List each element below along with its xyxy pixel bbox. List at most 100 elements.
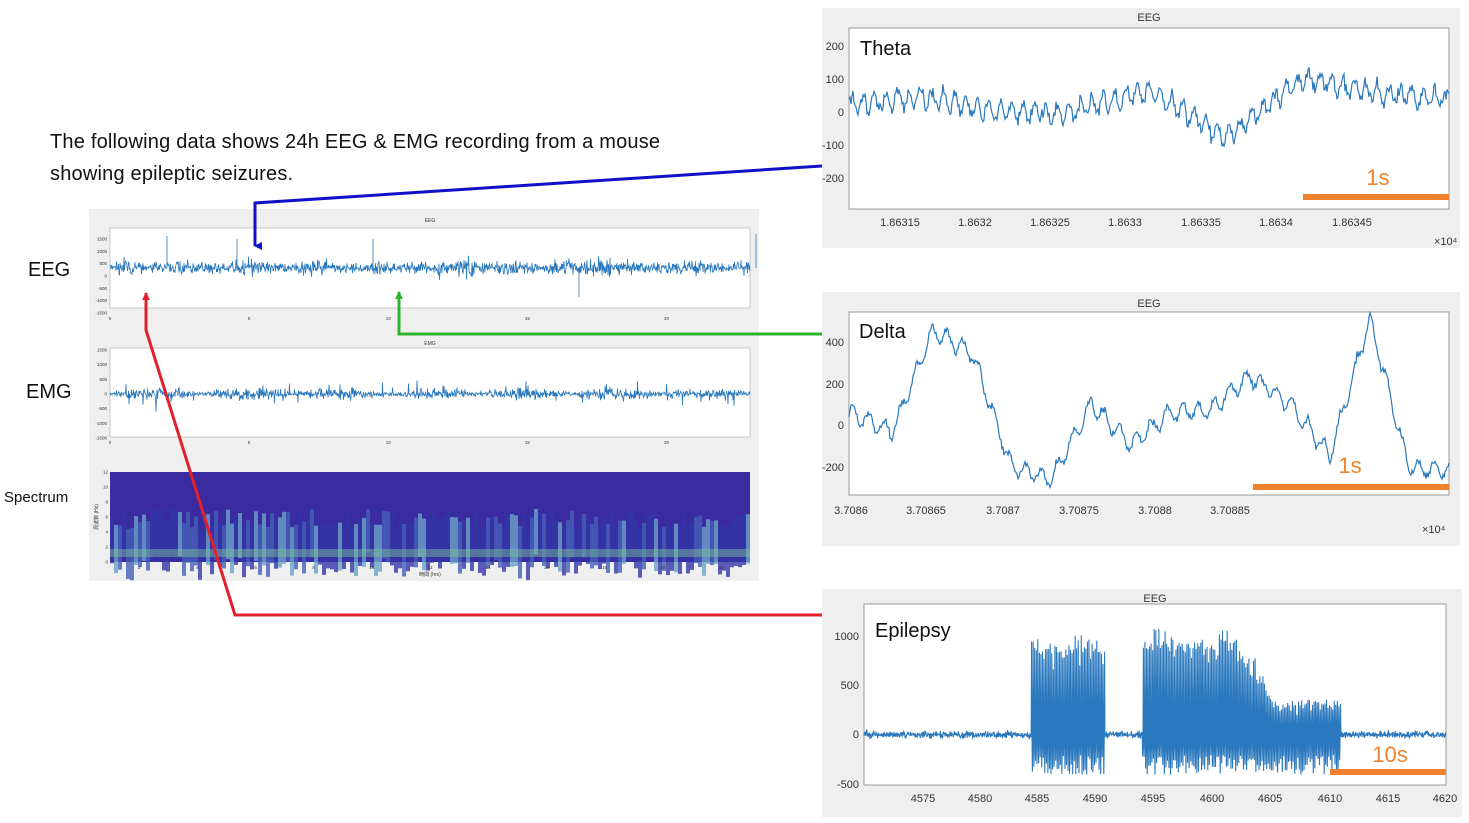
spectrogram-band — [410, 523, 414, 567]
overview-eeg-y-tick-5: -1000 — [95, 298, 107, 303]
epilepsy-y-tick-2: 0 — [853, 729, 859, 741]
spectrogram-band — [342, 523, 346, 570]
epilepsy-x-tick-5: 4600 — [1200, 793, 1224, 805]
spectrogram-y-tick-3: 6 — [105, 515, 108, 520]
spectrogram-band — [534, 509, 538, 555]
spectrogram-band — [510, 514, 514, 567]
spectrogram-band — [546, 523, 550, 569]
spectrogram-band — [190, 527, 194, 572]
spectrogram-band — [594, 516, 598, 566]
spectrogram-band — [586, 519, 590, 564]
theta-x-tick-5: 1.8634 — [1259, 217, 1293, 229]
epilepsy-y-tick-0: 1000 — [835, 631, 859, 643]
spectrogram-band — [294, 524, 298, 570]
overview-eeg-x-tick-3: 15 — [525, 316, 531, 321]
spectrogram-band — [730, 522, 734, 568]
theta-scale-label: 1s — [1366, 165, 1389, 190]
delta-scale-label: 1s — [1338, 453, 1361, 478]
spectrogram-band — [218, 521, 222, 567]
spectrogram-band — [734, 515, 738, 566]
spectrogram-band — [438, 519, 442, 569]
spectrogram-band — [678, 523, 682, 574]
theta-y-tick-1: 100 — [826, 74, 844, 86]
delta-trace — [848, 310, 1450, 490]
spectrogram-band — [114, 524, 118, 574]
spectrogram-band — [354, 524, 358, 576]
intro-text: The following data shows 24h EEG & EMG r… — [50, 126, 770, 190]
spectrogram-band — [350, 525, 354, 573]
spectrogram-band — [550, 509, 554, 558]
overview-eeg-x-tick-4: 20 — [664, 316, 670, 321]
theta-x-exponent: ×10⁴ — [1434, 236, 1458, 248]
spectrogram-band — [622, 520, 626, 564]
overview-eeg-y-tick-6: -1500 — [95, 311, 107, 316]
spectrogram-band — [578, 519, 582, 566]
delta-scale-bar — [1253, 484, 1449, 490]
spectrogram-band — [322, 524, 326, 575]
spectrogram-band — [370, 522, 374, 568]
spectrogram-band — [138, 522, 142, 568]
epilepsy-x-tick-3: 4590 — [1083, 793, 1107, 805]
spectrogram-band — [150, 510, 154, 561]
delta-y-tick-0: 400 — [826, 337, 844, 349]
spectrogram-band — [670, 526, 674, 571]
epilepsy-x-tick-2: 4585 — [1025, 793, 1049, 805]
spectrogram-x-tick-1: 4 — [196, 565, 199, 570]
overview-emg-y-ticks: 1500 1000 500 0 -500 -1000 -1500 — [95, 348, 107, 441]
theta-y-ticks: 200 100 0 -100 -200 — [822, 41, 844, 185]
spectrogram-band — [418, 513, 422, 558]
theta-connector-arrow — [253, 164, 823, 250]
overview-emg-title: EMG — [424, 341, 436, 347]
spectrogram-band — [402, 523, 406, 577]
spectrogram-y-tick-5: 2 — [105, 545, 108, 550]
theta-x-tick-2: 1.86325 — [1030, 217, 1070, 229]
spectrogram-band — [222, 525, 226, 569]
overview-emg-y-tick-3: 0 — [104, 392, 107, 397]
epilepsy-y-tick-3: -500 — [837, 779, 859, 791]
spectrogram-band — [314, 525, 318, 574]
spectrogram-band — [134, 516, 138, 566]
spectrogram-band — [486, 517, 490, 569]
spectrogram-band — [626, 514, 630, 561]
spectrogram-band — [406, 521, 410, 572]
spectrogram-band — [266, 527, 270, 577]
spectrogram-band — [694, 517, 698, 564]
spectrogram-band — [154, 510, 158, 554]
epilepsy-connector-arrow — [142, 292, 822, 617]
spectrogram-band — [470, 525, 474, 571]
spectrogram-y-tick-1: 10 — [103, 485, 109, 490]
spectrogram-band — [142, 514, 146, 561]
spectrogram-band — [206, 514, 210, 566]
overview-eeg-x-tick-1: 5 — [248, 316, 251, 321]
spectrogram-band — [110, 520, 114, 564]
epilepsy-trace — [863, 628, 1447, 775]
spectrogram-band — [270, 513, 274, 564]
spectrogram-band — [614, 526, 618, 574]
theta-plot-area — [848, 27, 1450, 210]
spectrogram-band — [722, 525, 726, 571]
delta-x-tick-2: 3.7087 — [986, 505, 1020, 517]
spectrogram-band — [286, 512, 290, 562]
spectrogram-band — [310, 509, 314, 558]
spectrogram-band — [242, 525, 246, 578]
spectrogram-bands — [110, 509, 750, 581]
spectrogram-x-tick-4: 10 — [369, 565, 375, 570]
overview-panel: EEG 1500 1000 500 0 -500 -1000 -1500 0 5 10 15 20 … — [89, 209, 759, 581]
spectrogram-band — [478, 522, 482, 573]
overview-emg-x-tick-2: 10 — [386, 440, 392, 445]
spectrogram-band — [566, 519, 570, 573]
spectrogram-x-tick-9: 20 — [660, 565, 666, 570]
spectrogram-band — [186, 512, 190, 563]
overview-emg-y-tick-5: -1000 — [95, 421, 107, 426]
spectrogram-xlabel: 時間 (hrs) — [419, 572, 441, 578]
spectrogram-band — [282, 511, 286, 564]
theta-y-tick-0: 200 — [826, 41, 844, 53]
epilepsy-title: EEG — [1143, 593, 1166, 605]
theta-y-tick-3: -100 — [822, 140, 844, 152]
spectrogram-band — [226, 509, 230, 560]
epilepsy-panel: EEG Epilepsy 1000 500 0 -500 4575 4580 4585 45… — [822, 589, 1462, 817]
delta-annotation: Delta — [859, 321, 907, 343]
epilepsy-x-tick-9: 4620 — [1433, 793, 1457, 805]
